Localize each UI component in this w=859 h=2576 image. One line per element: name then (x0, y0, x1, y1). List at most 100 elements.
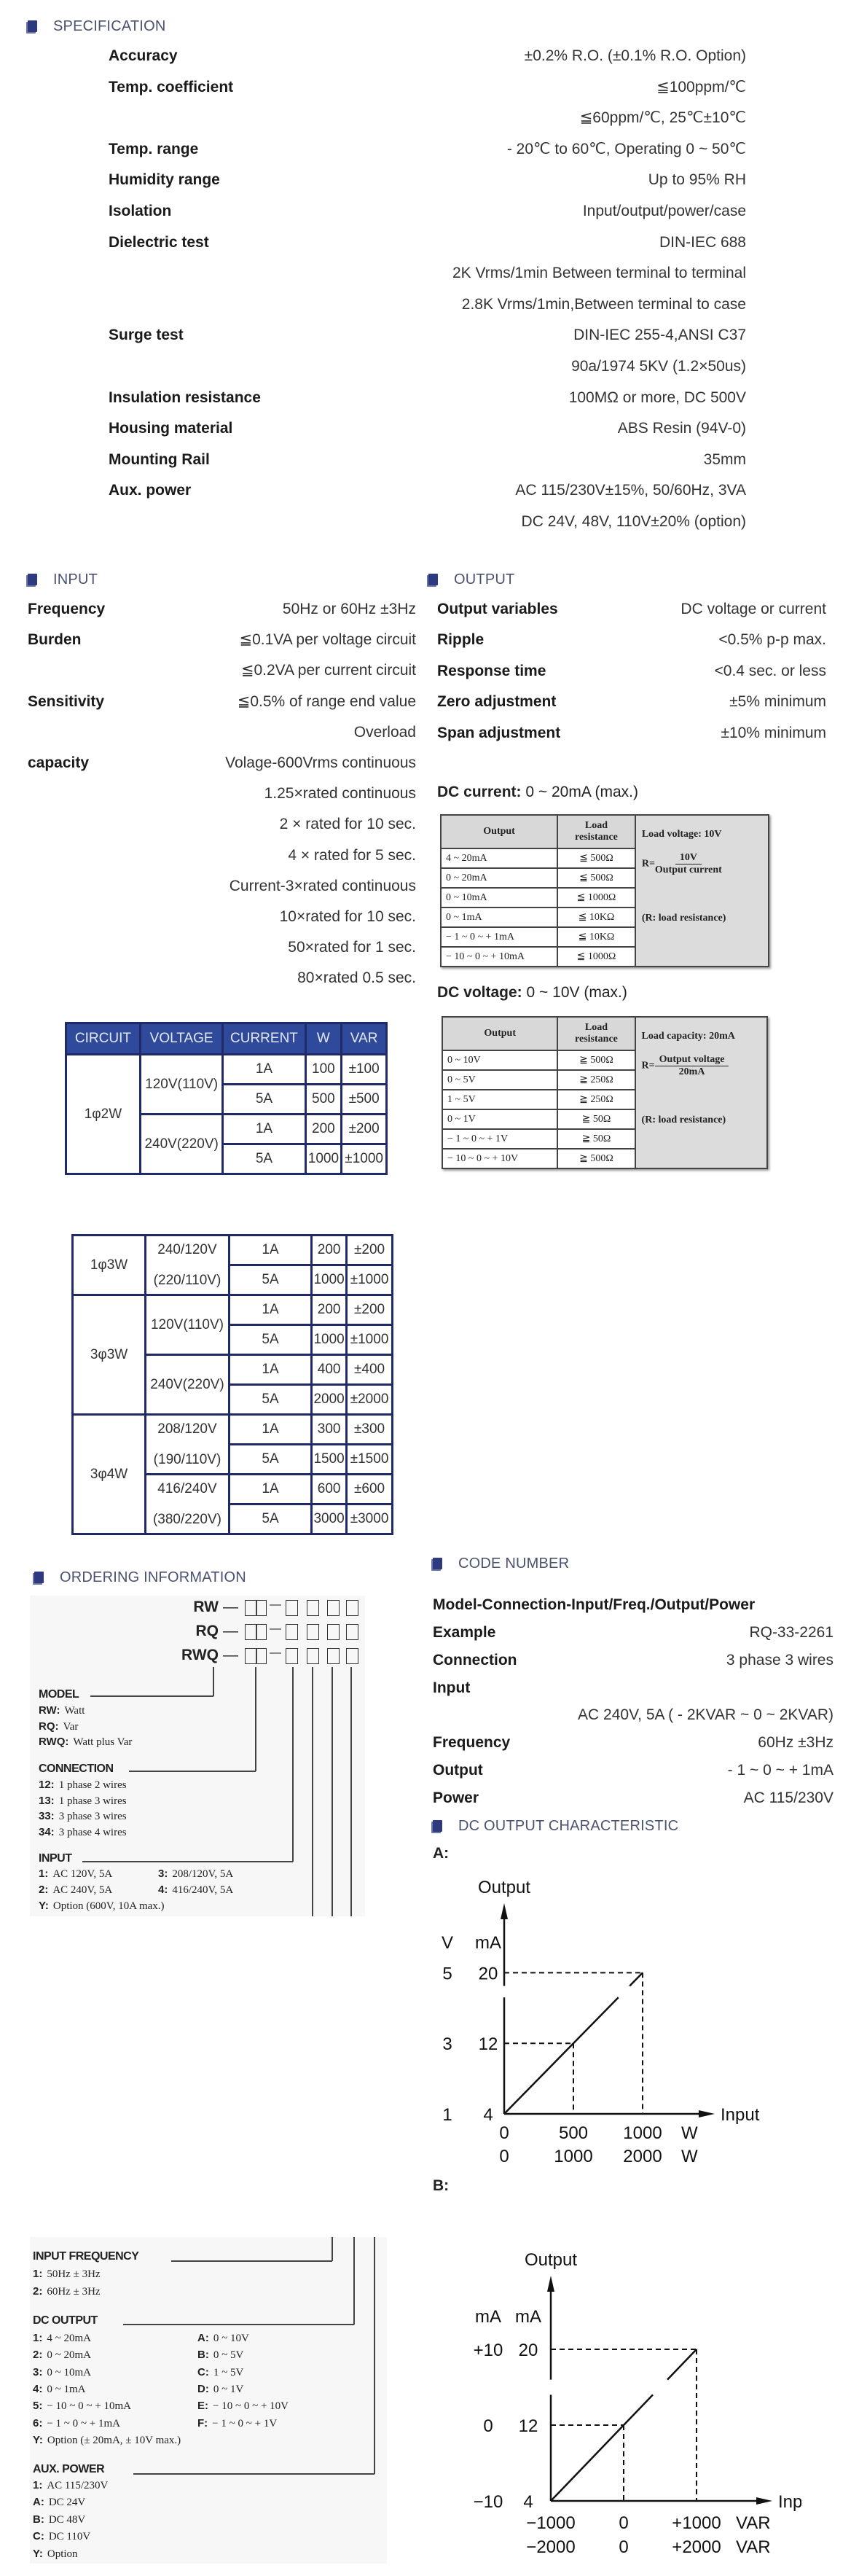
option-key: 2: (39, 1884, 49, 1896)
option-key: 12: (39, 1779, 55, 1791)
option-value: − 10 ~ 0 ~ + 10V (213, 2400, 289, 2413)
note-top: Load capacity: 20mA (641, 1031, 735, 1042)
var-cell: ±200 (345, 1234, 393, 1266)
leader-line (133, 2473, 374, 2475)
formula-lhs: R= (641, 858, 655, 870)
row-value: 1.25×rated continuous (264, 785, 416, 803)
leader-line (256, 1625, 257, 1640)
voltage-alt-text: (190/110V) (153, 1451, 221, 1467)
model-code: RQ (195, 1623, 219, 1639)
code-format: Model-Connection-Input/Freq./Output/Powe… (433, 1596, 841, 1615)
var-cell: ±300 (345, 1413, 393, 1445)
voltage-cell: 208/120V (190/110V) (144, 1413, 230, 1475)
header-output: Output (439, 814, 559, 849)
row-label: Dielectric test (109, 233, 209, 251)
table-row: 3φ3W 120V(110V) 1A 200 ±200 (71, 1294, 393, 1416)
y-tick-label: −10 (474, 2492, 503, 2512)
table-row: 240V(220V) 1A 200 ±200 (66, 1113, 388, 1175)
x-tick-label: −2000 (526, 2537, 575, 2557)
var-cell: ±1000 (345, 1264, 393, 1296)
leader-line (350, 1667, 352, 1916)
row-value: ≦0.5% of range end value (237, 692, 416, 710)
var-cell: ±500 (340, 1083, 388, 1115)
var-cell: ±2000 (345, 1383, 393, 1416)
row-value: ≦100ppm/℃ (656, 78, 746, 95)
y-tick-label: 4 (483, 2105, 493, 2125)
list-row: Sensitivity ≦0.5% of range end value (28, 692, 416, 711)
list-row: Mounting Rail 35mm (109, 450, 746, 469)
list-row: Dielectric test DIN-IEC 688 (109, 233, 746, 252)
list-row: Temp. range - 20℃ to 60℃, Operating 0 ~ 5… (109, 140, 746, 159)
x-unit-label: W (681, 2123, 698, 2143)
x-axis-arrow-icon (756, 2497, 772, 2505)
x-tick-label: +1000 (672, 2513, 721, 2533)
option-value: 1 ~ 5V (213, 2366, 244, 2378)
dc-voltage-label: DC voltage: (437, 984, 522, 1001)
current-cell: 5A (227, 1443, 313, 1475)
circuit-table-continued: 1φ3W 240/120V (220/110V) 1A 200 ±200 5A 1000 ±10… (71, 1234, 393, 1535)
table-row: 0 ~ 5V ≧ 250Ω (441, 1069, 767, 1090)
bullet-icon (433, 1558, 442, 1569)
formula-cell: Load capacity: 20mA R= Output voltage 20mA (… (634, 1016, 769, 1169)
option-item: Y: Option (± 20mA, ± 10V max.) (33, 2434, 181, 2447)
option-value: 4 ~ 20mA (47, 2333, 91, 2344)
dc-output-characteristic-heading: DC OUTPUT CHARACTERISTIC (433, 1817, 678, 1835)
option-value: 3 phase 4 wires (58, 1826, 127, 1838)
row-label: capacity (28, 754, 90, 771)
option-item: F: − 1 ~ 0 ~ + 1V (197, 2417, 277, 2430)
dash: — (223, 1599, 238, 1615)
row-value: 2.8K Vrms/1min,Between terminal to case (461, 295, 746, 313)
row-value: 10×rated for 10 sec. (279, 908, 416, 925)
current-cell: 1A (227, 1413, 313, 1445)
list-row: Temp. coefficient ≦100ppm/℃ (109, 78, 746, 97)
list-row: Burden ≦0.1VA per voltage circuit (28, 631, 416, 649)
row-value: RQ-33-2261 (749, 1624, 833, 1641)
x-unit-label: W (681, 2147, 698, 2166)
section-title: INPUT (39, 1852, 72, 1865)
option-key: Y: (33, 2433, 43, 2446)
row-value: 35mm (703, 450, 746, 468)
leader-line (171, 2260, 332, 2262)
series-line (629, 1972, 643, 1987)
x-tick-label: 0 (619, 2537, 628, 2557)
option-key: D: (197, 2382, 209, 2395)
list-row: Current-3×rated continuous (28, 877, 416, 896)
x-tick-label: +2000 (672, 2537, 721, 2557)
option-key: RQ: (39, 1720, 59, 1733)
y-axis-title: Output (478, 1878, 530, 1897)
code-box (286, 1624, 298, 1640)
table-row: 5A 1500 ±1500 (73, 1443, 393, 1475)
column-header: VAR (340, 1022, 388, 1055)
table-row: 416/240V (380/220V) 1A 600 ±600 (73, 1473, 393, 1535)
heading-text: CODE NUMBER (458, 1555, 570, 1572)
model-code: RWQ (181, 1647, 219, 1663)
option-value: 0 ~ 5V (213, 2349, 244, 2362)
list-row: Accuracy ±0.2% R.O. (±0.1% R.O. Option) (109, 47, 746, 66)
numerator: 10V (675, 852, 702, 864)
formula-fraction: 10V Output current (655, 852, 722, 876)
option-key: C: (197, 2365, 209, 2378)
option-key: A: (33, 2496, 44, 2509)
table-row: 5A 2000 ±2000 (73, 1383, 393, 1416)
row-label: Burden (28, 631, 82, 649)
option-item: 1: 4 ~ 20mA (33, 2332, 91, 2345)
option-item: 1: AC 115/230V (33, 2479, 108, 2492)
column-header: VOLTAGE (138, 1022, 224, 1055)
option-key: 2: (33, 2349, 43, 2362)
table-row: 1φ2W 120V(110V) 1A 100 ±100 (65, 1053, 388, 1175)
leader-line (374, 2237, 375, 2474)
row-value: ±10% minimum (721, 724, 826, 741)
list-row: Connection 3 phase 3 wires (433, 1651, 833, 1670)
code-box (307, 1624, 319, 1640)
list-row: 10×rated for 10 sec. (28, 908, 416, 926)
row-label: Housing material (109, 420, 233, 437)
circuit-cell: 1φ3W (71, 1234, 147, 1296)
list-row: Zero adjustment ±5% minimum (437, 692, 826, 711)
row-value: 100MΩ or more, DC 500V (568, 389, 746, 406)
voltage-cell: 416/240V (380/220V) (144, 1473, 230, 1535)
row-value: 2K Vrms/1min Between terminal to termina… (452, 265, 746, 282)
voltage-text: 120V(110V) (150, 1316, 224, 1332)
w-cell: 200 (304, 1113, 343, 1145)
x-unit-label: VAR (736, 2513, 771, 2533)
